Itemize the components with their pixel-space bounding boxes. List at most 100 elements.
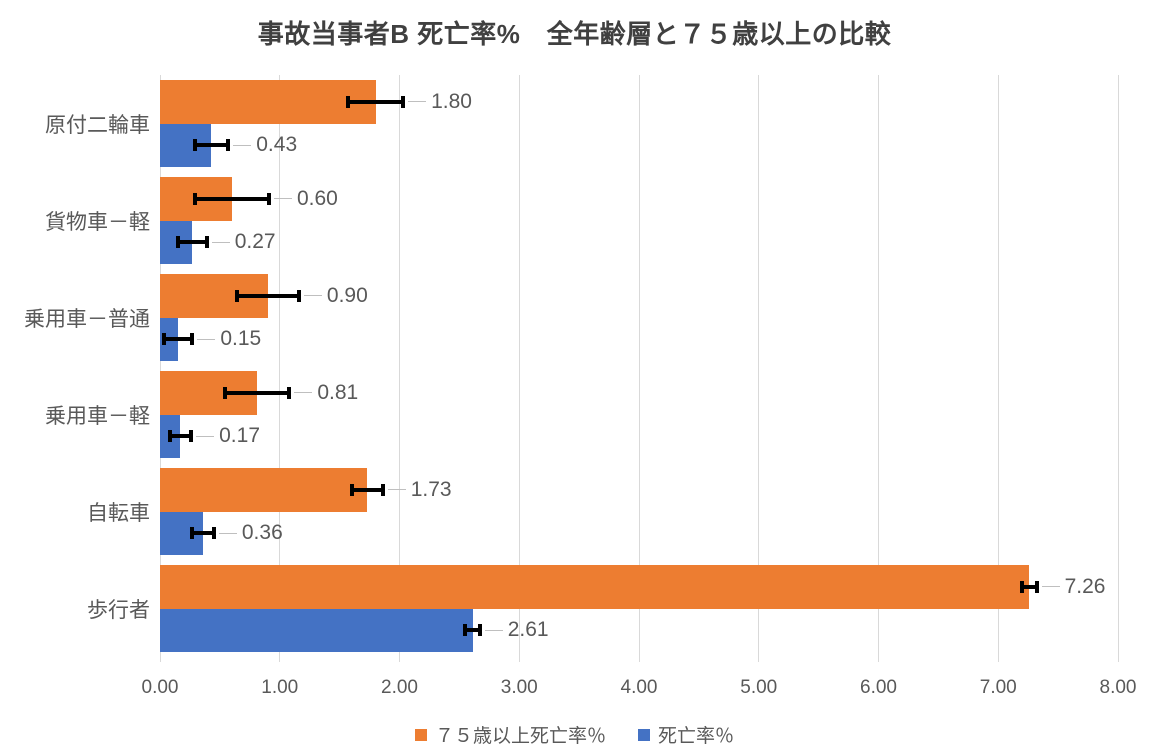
error-bar-cap (190, 527, 195, 540)
legend-swatch-icon (638, 728, 650, 741)
error-bar (163, 337, 193, 342)
error-bar-cap (296, 289, 301, 302)
bar-senior-5 (160, 565, 1030, 609)
x-tick-label: 5.00 (740, 677, 778, 698)
x-axis-tick (279, 657, 281, 662)
error-bar-cap (192, 192, 197, 205)
gridline (758, 75, 760, 657)
category-label: 乗用車－普通 (24, 307, 150, 331)
error-bar-cap (346, 95, 350, 108)
gridline (279, 75, 281, 657)
leader-line (484, 629, 503, 631)
x-tick-label: 2.00 (381, 677, 418, 698)
x-tick-label: 8.00 (1099, 677, 1137, 698)
data-label: 0.17 (219, 424, 260, 448)
leader-line (1041, 586, 1060, 588)
leader-line (408, 101, 427, 103)
bar-senior-0 (160, 80, 376, 124)
data-label: 2.61 (507, 618, 549, 642)
data-label: 0.36 (241, 521, 283, 545)
error-bar-cap (222, 386, 227, 399)
legend-item-overall: 死亡率％ (638, 721, 734, 748)
error-bar-cap (266, 192, 271, 205)
leader-line (196, 435, 215, 437)
error-bar-cap (175, 236, 180, 249)
gridline (997, 75, 999, 657)
data-label: 0.81 (317, 380, 359, 404)
x-tick-label: 3.00 (500, 677, 538, 698)
gridline (878, 75, 879, 657)
data-label: 1.80 (431, 89, 472, 113)
x-axis-tick (878, 657, 879, 662)
category-label: 自転車 (87, 501, 150, 525)
error-bar-cap (167, 430, 172, 443)
legend-label: ７５歳以上死亡率％ (434, 726, 606, 747)
legend: ７５歳以上死亡率％ 死亡率％ (0, 721, 1149, 748)
leader-line (211, 241, 230, 243)
error-bar-cap (211, 527, 216, 540)
data-label: 7.26 (1064, 574, 1106, 598)
x-axis-tick (399, 657, 400, 662)
error-bar (236, 293, 299, 298)
x-axis-tick (758, 657, 760, 662)
error-bar-cap (477, 624, 482, 637)
leader-line (218, 532, 237, 534)
error-bar-cap (161, 333, 166, 346)
error-bar (177, 240, 207, 245)
leader-line (233, 144, 252, 146)
error-bar-cap (1034, 580, 1039, 593)
leader-line (294, 392, 313, 394)
error-bar-cap (226, 139, 231, 152)
error-bar (169, 434, 192, 439)
data-label: 0.43 (256, 133, 298, 157)
error-bar-cap (234, 289, 239, 302)
data-label: 0.15 (220, 327, 262, 351)
legend-item-senior: ７５歳以上死亡率％ (414, 721, 606, 748)
chart-title: 事故当事者B 死亡率% 全年齢層と７５歳以上の比較 (257, 19, 892, 49)
x-tick-label: 1.00 (261, 677, 299, 698)
error-bar-cap (189, 430, 194, 443)
error-bar-cap (401, 95, 406, 108)
x-tick-label: 6.00 (860, 677, 897, 698)
data-label: 1.73 (410, 477, 452, 501)
data-label: 0.90 (326, 283, 368, 307)
gridline (399, 75, 400, 657)
error-bar (192, 531, 214, 536)
category-label: 乗用車－軽 (45, 404, 150, 428)
leader-line (387, 489, 406, 491)
legend-swatch-icon (414, 728, 427, 741)
error-bar-cap (287, 386, 292, 399)
error-bar-cap (463, 624, 468, 637)
error-bar (194, 143, 229, 148)
category-label: 貨物車－軽 (45, 210, 150, 234)
leader-line (197, 338, 216, 340)
leader-line (303, 295, 322, 297)
bar-senior-4 (160, 468, 368, 512)
y-axis-line (159, 75, 161, 657)
x-axis-tick (1117, 657, 1119, 662)
x-tick-label: 4.00 (620, 677, 658, 698)
category-label: 原付二輪車 (45, 113, 150, 137)
category-label: 歩行者 (87, 598, 150, 622)
x-axis-tick (638, 657, 640, 662)
x-axis-tick (518, 657, 520, 662)
x-tick-label: 7.00 (979, 677, 1017, 698)
error-bar (465, 628, 480, 633)
x-tick-label: 0.00 (141, 677, 179, 698)
x-axis-tick (159, 657, 161, 662)
leader-line (273, 198, 292, 200)
x-axis-tick (997, 657, 999, 662)
error-bar-cap (349, 483, 354, 496)
error-bar-cap (204, 236, 209, 249)
gridline (1117, 75, 1119, 657)
error-bar-cap (1020, 580, 1025, 593)
gridline (638, 75, 640, 657)
legend-label: 死亡率％ (658, 726, 735, 747)
data-label: 0.27 (234, 230, 276, 254)
error-bar (351, 487, 383, 492)
error-bar (348, 99, 404, 104)
error-bar-cap (192, 139, 197, 152)
bar-overall-5 (160, 608, 473, 652)
